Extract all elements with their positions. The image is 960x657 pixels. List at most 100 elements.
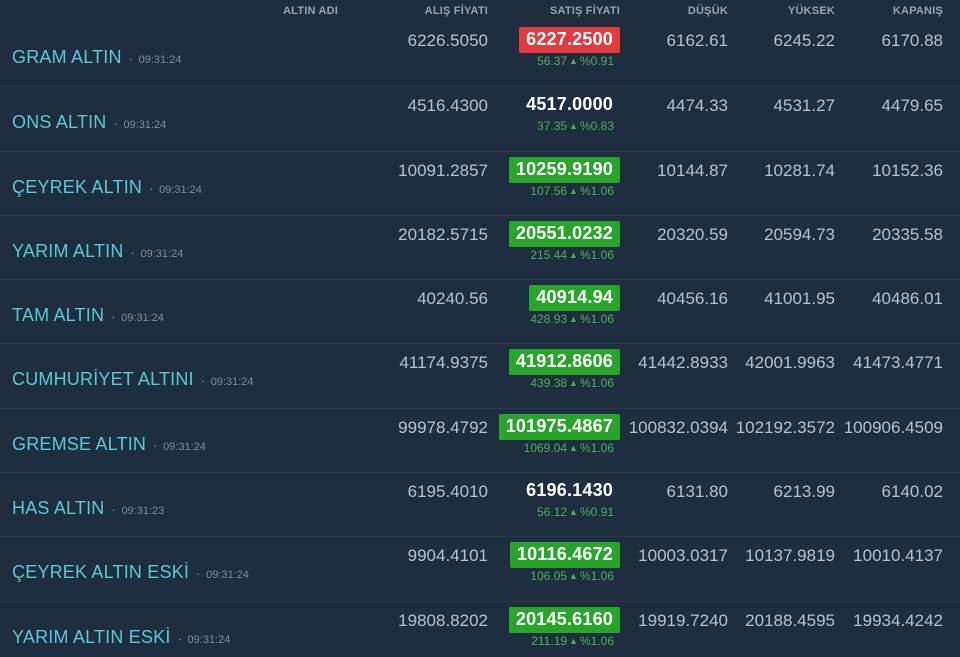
change-value: 428.93 xyxy=(530,312,568,327)
high-price: 20188.4595 xyxy=(745,610,835,630)
table-row[interactable]: YARIM ALTIN ESKİ · 09:31:24 19808.8202 20… xyxy=(0,600,960,657)
change-value: 211.19 xyxy=(531,633,568,648)
price-change: 56.12 ▲ %0.91 xyxy=(488,505,620,519)
gold-name-link[interactable]: YARIM ALTIN xyxy=(12,240,124,261)
gold-name-cell: YARIM ALTIN ESKİ · 09:31:24 xyxy=(12,602,338,648)
gold-name-link[interactable]: ÇEYREK ALTIN ESKİ xyxy=(12,562,190,583)
change-percent: %0.91 xyxy=(579,54,614,68)
dot-separator: · xyxy=(149,180,158,196)
sell-price-badge: 4517.0000 xyxy=(526,94,613,115)
dot-separator: · xyxy=(153,437,162,453)
up-arrow-icon: ▲ xyxy=(569,56,578,66)
dot-separator: · xyxy=(196,566,205,582)
buy-price: 99978.4792 xyxy=(398,417,488,437)
low-price: 10003.0317 xyxy=(638,546,728,566)
change-percent: %0.83 xyxy=(579,119,614,134)
change-percent: %1.06 xyxy=(579,312,614,327)
up-arrow-icon: ▲ xyxy=(569,121,578,132)
buy-price: 9904.4101 xyxy=(407,546,488,566)
buy-price: 40240.56 xyxy=(417,289,488,309)
buy-price: 10091.2857 xyxy=(398,160,488,180)
buy-price: 41174.9375 xyxy=(399,353,488,373)
table-row[interactable]: GREMSE ALTIN · 09:31:24 99978.4792 101975… xyxy=(0,407,960,472)
high-price: 10281.74 xyxy=(764,160,835,180)
change-value: 106.05 xyxy=(530,569,568,584)
column-header-name: ALTIN ADI xyxy=(283,5,338,17)
low-price: 19919.7240 xyxy=(638,610,728,630)
row-timestamp: · 09:31:24 xyxy=(130,244,184,260)
sell-price-cell: 20145.6160 211.19 ▲ %1.06 xyxy=(488,602,620,648)
table-row[interactable]: GRAM ALTIN · 09:31:24 6226.5050 6227.2500… xyxy=(0,22,960,86)
high-price: 42001.9963 xyxy=(745,353,835,373)
gold-name-link[interactable]: CUMHURİYET ALTINI xyxy=(12,369,194,390)
low-price: 100832.0394 xyxy=(628,417,728,437)
sell-price-badge: 20551.0232 xyxy=(508,220,620,247)
column-header-low: DÜŞÜK xyxy=(687,5,728,17)
sell-price-cell: 6196.1430 56.12 ▲ %0.91 xyxy=(488,473,620,519)
change-percent: %1.06 xyxy=(579,633,614,648)
change-percent: %0.91 xyxy=(579,505,614,520)
dot-separator: · xyxy=(111,502,120,518)
price-change: 56.37 ▲ %0.91 xyxy=(488,54,620,68)
row-timestamp: · 09:31:24 xyxy=(196,566,249,582)
dot-separator: · xyxy=(128,51,137,66)
price-change: 1069.04 ▲ %1.06 xyxy=(488,441,620,455)
table-row[interactable]: YARIM ALTIN · 09:31:24 20182.5715 20551.0… xyxy=(0,214,960,279)
low-price: 10144.87 xyxy=(657,160,728,180)
sell-price-cell: 41912.8606 439.38 ▲ %1.06 xyxy=(488,344,620,390)
table-row[interactable]: ÇEYREK ALTIN ESKİ · 09:31:24 9904.4101 10… xyxy=(0,536,960,600)
high-price: 6245.22 xyxy=(773,31,835,50)
change-value: 439.38 xyxy=(530,376,568,391)
sell-price-badge: 10259.9190 xyxy=(508,156,620,183)
row-timestamp: · 09:31:24 xyxy=(200,373,254,389)
up-arrow-icon: ▲ xyxy=(569,571,578,582)
dot-separator: · xyxy=(200,373,209,389)
sell-price-cell: 6227.2500 56.37 ▲ %0.91 xyxy=(488,22,620,68)
gold-name-link[interactable]: ÇEYREK ALTIN xyxy=(12,176,143,197)
high-price: 41001.95 xyxy=(764,289,835,309)
price-change: 107.56 ▲ %1.06 xyxy=(488,184,620,198)
table-header: ALTIN ADI ALIŞ FİYATI SATIŞ FİYATI DÜŞÜK… xyxy=(0,0,960,22)
dot-separator: · xyxy=(177,630,186,646)
gold-name-link[interactable]: GRAM ALTIN xyxy=(12,47,122,67)
close-price: 40486.01 xyxy=(872,289,943,309)
high-price: 20594.73 xyxy=(764,224,835,244)
dot-separator: · xyxy=(111,309,120,325)
table-row[interactable]: TAM ALTIN · 09:31:24 40240.56 40914.94 42… xyxy=(0,279,960,343)
gold-name-cell: HAS ALTIN · 09:31:23 xyxy=(12,473,338,519)
row-timestamp: · 09:31:24 xyxy=(149,180,202,196)
gold-name-cell: ÇEYREK ALTIN ESKİ · 09:31:24 xyxy=(12,537,338,583)
gold-name-cell: YARIM ALTIN · 09:31:24 xyxy=(12,216,338,262)
gold-name-link[interactable]: ONS ALTIN xyxy=(12,112,107,133)
close-price: 6170.88 xyxy=(881,31,943,50)
gold-name-link[interactable]: GREMSE ALTIN xyxy=(12,433,147,454)
low-price: 4474.33 xyxy=(666,96,728,116)
change-value: 37.35 xyxy=(537,119,568,134)
sell-price-cell: 40914.94 428.93 ▲ %1.06 xyxy=(488,280,620,326)
price-change: 211.19 ▲ %1.06 xyxy=(488,634,620,648)
high-price: 6213.99 xyxy=(773,482,835,502)
gold-name-cell: ONS ALTIN · 09:31:24 xyxy=(12,87,338,133)
close-price: 20335.58 xyxy=(872,224,943,244)
change-value: 56.12 xyxy=(537,505,568,520)
up-arrow-icon: ▲ xyxy=(569,635,578,646)
column-header-close: KAPANIŞ xyxy=(892,5,943,17)
table-row[interactable]: ONS ALTIN · 09:31:24 4516.4300 4517.0000 … xyxy=(0,86,960,150)
up-arrow-icon: ▲ xyxy=(569,185,578,196)
sell-price-badge: 6196.1430 xyxy=(526,480,613,501)
gold-name-link[interactable]: TAM ALTIN xyxy=(12,305,105,326)
sell-price-cell: 20551.0232 215.44 ▲ %1.06 xyxy=(488,216,620,262)
column-header-buy: ALIŞ FİYATI xyxy=(424,5,488,17)
table-row[interactable]: CUMHURİYET ALTINI · 09:31:24 41174.9375 4… xyxy=(0,343,960,407)
gold-name-cell: ÇEYREK ALTIN · 09:31:24 xyxy=(12,152,338,198)
sell-price-cell: 4517.0000 37.35 ▲ %0.83 xyxy=(488,87,620,133)
gold-name-link[interactable]: YARIM ALTIN ESKİ xyxy=(12,626,171,647)
buy-price: 6226.5050 xyxy=(407,31,488,50)
change-value: 215.44 xyxy=(530,247,568,262)
table-row[interactable]: HAS ALTIN · 09:31:23 6195.4010 6196.1430 … xyxy=(0,472,960,536)
gold-name-link[interactable]: HAS ALTIN xyxy=(12,498,105,519)
table-row[interactable]: ÇEYREK ALTIN · 09:31:24 10091.2857 10259.… xyxy=(0,150,960,215)
price-change: 428.93 ▲ %1.06 xyxy=(488,312,620,326)
row-timestamp: · 09:31:24 xyxy=(153,437,206,453)
close-price: 10010.4137 xyxy=(853,546,943,566)
